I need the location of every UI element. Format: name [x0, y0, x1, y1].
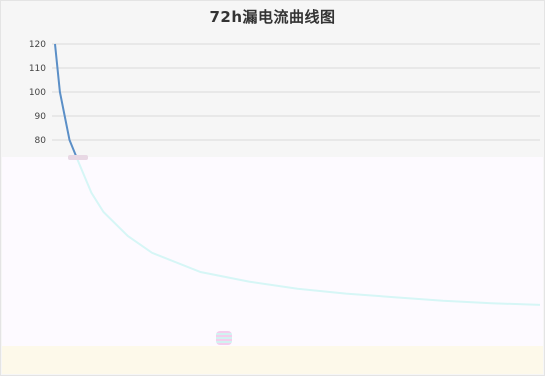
y-tick-label: 120: [29, 40, 46, 50]
series-line-faded: [75, 157, 541, 306]
series-line: [54, 43, 78, 157]
faded-region: [2, 157, 543, 347]
hover-marker: [68, 155, 88, 160]
footer-band: [2, 346, 543, 374]
chart-title: 72h漏电流曲线图: [209, 8, 336, 26]
y-tick-label: 100: [29, 88, 46, 98]
y-tick-label: 110: [29, 64, 46, 74]
y-tick-label: 90: [35, 112, 47, 122]
y-tick-label: 80: [35, 136, 47, 146]
legend-marker: [216, 331, 232, 345]
